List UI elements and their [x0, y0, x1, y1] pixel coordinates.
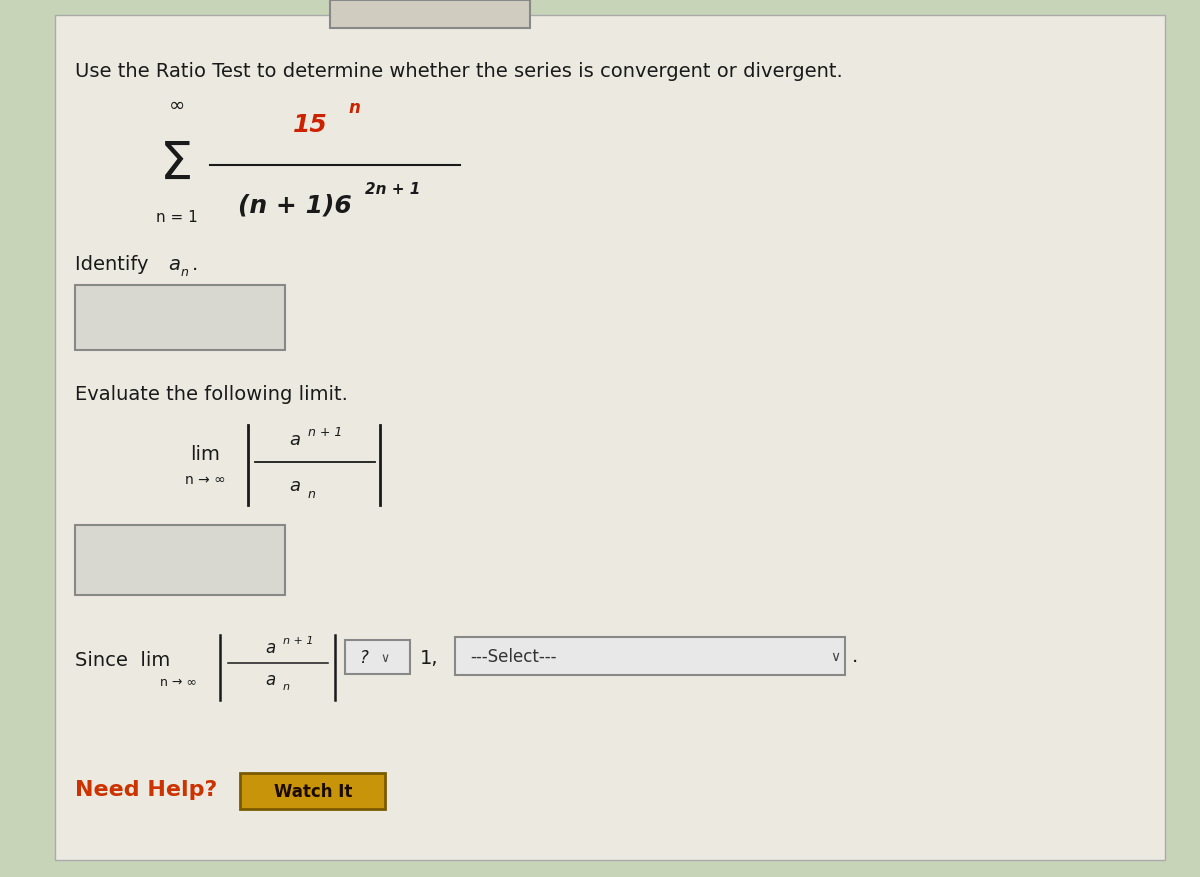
Text: n: n	[181, 266, 188, 279]
Text: n + 1: n + 1	[308, 425, 342, 438]
Text: n → ∞: n → ∞	[160, 675, 197, 688]
Text: Since  lim: Since lim	[74, 651, 170, 669]
Text: a: a	[265, 639, 275, 657]
Text: .: .	[192, 255, 198, 275]
Text: n: n	[308, 488, 316, 501]
FancyBboxPatch shape	[240, 773, 385, 809]
FancyBboxPatch shape	[74, 285, 286, 350]
Text: a: a	[289, 431, 300, 449]
Text: $\Sigma$: $\Sigma$	[160, 139, 191, 191]
Text: ∨: ∨	[380, 652, 390, 665]
FancyBboxPatch shape	[55, 15, 1165, 860]
FancyBboxPatch shape	[455, 637, 845, 675]
Text: (n + 1)6: (n + 1)6	[238, 193, 352, 217]
Text: Use the Ratio Test to determine whether the series is convergent or divergent.: Use the Ratio Test to determine whether …	[74, 62, 842, 81]
FancyBboxPatch shape	[346, 640, 410, 674]
Text: ---Select---: ---Select---	[470, 648, 557, 666]
Text: n → ∞: n → ∞	[185, 473, 226, 487]
Text: n = 1: n = 1	[156, 210, 198, 225]
FancyBboxPatch shape	[330, 0, 530, 28]
Text: Identify: Identify	[74, 255, 155, 275]
Text: n: n	[283, 682, 290, 692]
Text: a: a	[168, 255, 180, 275]
Text: .: .	[852, 647, 858, 667]
Text: Watch It: Watch It	[274, 783, 352, 801]
Text: a: a	[265, 671, 275, 689]
Text: 15: 15	[293, 113, 328, 137]
Text: ?: ?	[360, 649, 368, 667]
Text: Evaluate the following limit.: Evaluate the following limit.	[74, 386, 348, 404]
Text: 1,: 1,	[420, 648, 438, 667]
Text: lim: lim	[190, 446, 220, 465]
Text: 2n + 1: 2n + 1	[365, 182, 420, 197]
Text: ∞: ∞	[169, 96, 185, 115]
Text: ∨: ∨	[830, 650, 840, 664]
Text: a: a	[289, 477, 300, 495]
Text: Need Help?: Need Help?	[74, 780, 217, 800]
Text: n + 1: n + 1	[283, 636, 313, 646]
Text: n: n	[348, 99, 360, 117]
FancyBboxPatch shape	[74, 525, 286, 595]
